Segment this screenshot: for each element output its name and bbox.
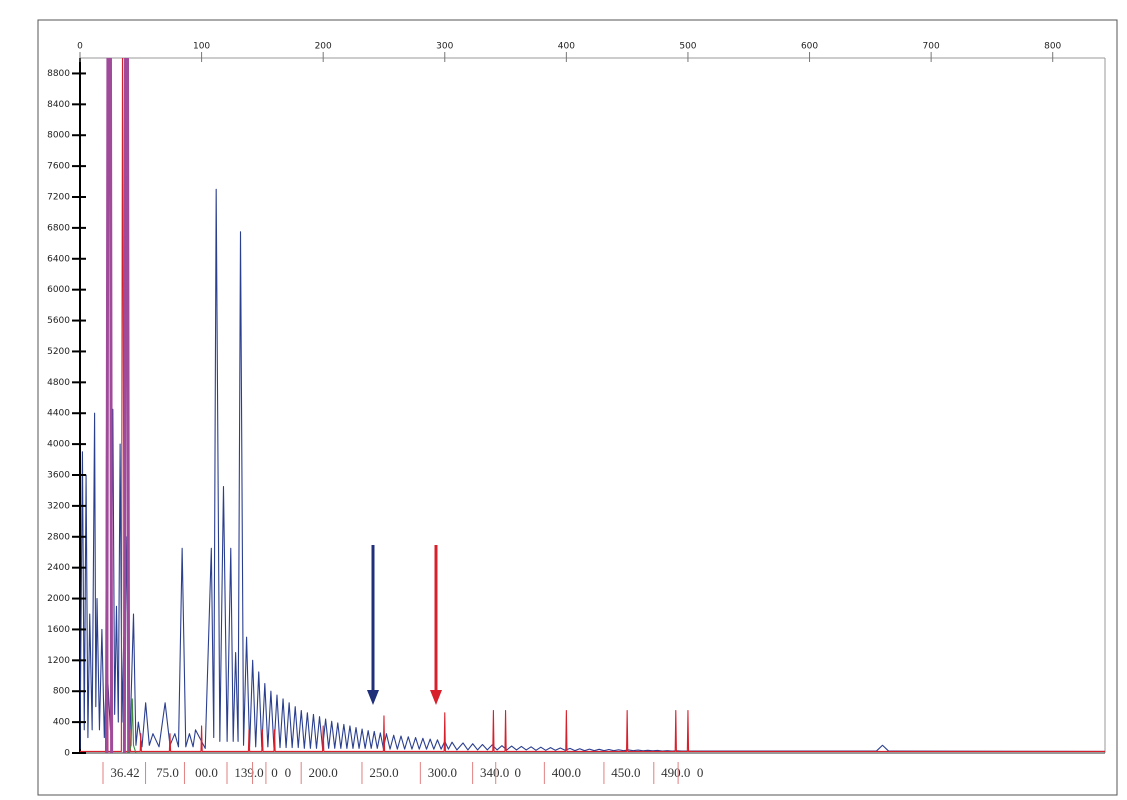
size-label: 0: [697, 765, 704, 780]
size-label: 139.0: [234, 765, 263, 780]
red-arrow: [430, 545, 442, 705]
traces: [80, 58, 1105, 754]
y-tick-label: 8800: [47, 69, 70, 79]
y-tick-label: 2000: [47, 594, 70, 604]
x-tick-label: 200: [315, 42, 332, 52]
trace: [105, 58, 131, 754]
size-label: 300.0: [428, 765, 457, 780]
x-tick-label: 500: [679, 42, 696, 52]
y-tick-label: 6000: [47, 285, 70, 295]
y-tick-label: 4800: [47, 378, 70, 388]
y-tick-label: 6800: [47, 223, 70, 233]
y-tick-label: 400: [53, 718, 70, 728]
size-label: 340.0: [480, 765, 509, 780]
x-tick-label: 800: [1044, 42, 1061, 52]
x-tick-label: 700: [923, 42, 940, 52]
y-tick-label: 5200: [47, 347, 70, 357]
x-tick-label: 100: [193, 42, 210, 52]
size-label: 450.0: [611, 765, 640, 780]
y-tick-label: 1600: [47, 625, 70, 635]
y-tick-label: 2400: [47, 563, 70, 573]
size-label: 490.0: [661, 765, 690, 780]
y-tick-label: 7200: [47, 193, 70, 203]
size-label: 36.42: [110, 765, 139, 780]
trace: [80, 188, 1105, 753]
y-tick-label: 4000: [47, 440, 70, 450]
size-label: 75.0: [156, 765, 179, 780]
y-tick-label: 5600: [47, 316, 70, 326]
size-label: 400.0: [552, 765, 581, 780]
x-tick-label: 600: [801, 42, 818, 52]
x-tick-label: 0: [77, 42, 83, 52]
y-tick-label: 3600: [47, 471, 70, 481]
size-label: 200.0: [309, 765, 338, 780]
y-tick-label: 1200: [47, 656, 70, 666]
y-tick-label: 8400: [47, 100, 70, 110]
y-tick-label: 3200: [47, 501, 70, 511]
size-label: 0: [514, 765, 521, 780]
x-tick-label: 300: [436, 42, 453, 52]
trace: [80, 58, 1105, 753]
x-tick-label: 400: [558, 42, 575, 52]
y-tick-label: 4400: [47, 409, 70, 419]
trace: [128, 698, 137, 754]
y-tick-label: 0: [64, 749, 70, 759]
size-label: 250.0: [369, 765, 398, 780]
y-tick-label: 7600: [47, 162, 70, 172]
y-tick-label: 8000: [47, 131, 70, 141]
size-label: 00.0: [195, 765, 218, 780]
y-tick-label: 6400: [47, 254, 70, 264]
size-label: 0: [285, 765, 292, 780]
y-tick-label: 2800: [47, 532, 70, 542]
y-tick-label: 800: [53, 687, 70, 697]
frame: [37, 19, 1118, 796]
blue-arrow: [367, 545, 379, 705]
size-label: 0: [271, 765, 278, 780]
